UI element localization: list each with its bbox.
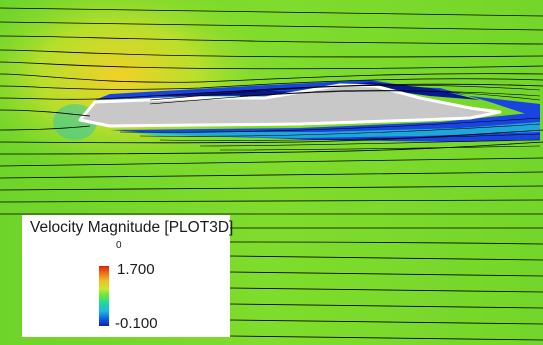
legend-max-label: 1.700: [117, 261, 155, 278]
lower-shear-zone: [130, 122, 540, 138]
legend-subtitle: 0: [116, 240, 122, 251]
legend-min-label: -0.100: [115, 315, 158, 332]
upper-recirculation-zone: [95, 80, 540, 118]
legend-colorbar: [99, 266, 109, 326]
body-geometry: [78, 83, 502, 128]
color-legend: Velocity Magnitude [PLOT3D] 0 1.700 -0.1…: [22, 215, 234, 337]
streamlines: [0, 7, 543, 341]
legend-title: Velocity Magnitude [PLOT3D]: [30, 219, 234, 236]
wake-streamlines: [119, 85, 541, 151]
